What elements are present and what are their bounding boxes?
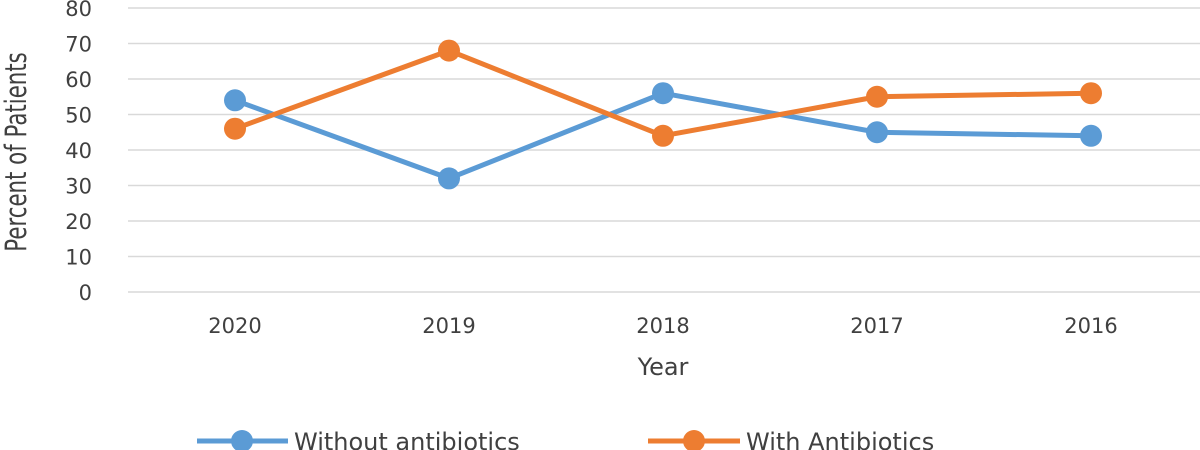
data-point <box>224 117 246 140</box>
y-tick-label: 0 <box>79 281 92 305</box>
legend-item: With Antibiotics <box>648 428 934 450</box>
legend-label: With Antibiotics <box>746 428 934 450</box>
y-tick-label: 60 <box>65 68 92 92</box>
legend-marker <box>231 430 253 450</box>
x-tick-label: 2020 <box>208 314 261 338</box>
x-tick-labels: 2020 2019 2018 2017 2016 <box>208 314 1117 338</box>
data-point <box>652 82 674 105</box>
data-point <box>224 89 246 112</box>
y-axis-title: Percent of Patients <box>0 52 34 252</box>
y-tick-label: 50 <box>65 104 92 128</box>
data-point <box>1080 124 1102 147</box>
y-tick-label: 30 <box>65 175 92 199</box>
y-tick-label: 20 <box>65 210 92 234</box>
x-tick-label: 2016 <box>1064 314 1117 338</box>
y-tick-label: 70 <box>65 33 92 57</box>
legend-marker <box>683 430 705 450</box>
data-point <box>866 85 888 108</box>
gridlines <box>128 7 1200 293</box>
legend-label: Without antibiotics <box>294 428 520 450</box>
series-points <box>224 39 1102 190</box>
y-tick-label: 40 <box>65 139 92 163</box>
y-tick-label: 80 <box>65 0 92 21</box>
data-point <box>652 124 674 147</box>
data-point <box>438 167 460 190</box>
x-tick-label: 2019 <box>422 314 475 338</box>
legend-item: Without antibiotics <box>197 428 520 450</box>
x-axis-title: Year <box>637 353 689 381</box>
x-tick-label: 2017 <box>850 314 903 338</box>
y-tick-labels: 0 10 20 30 40 50 60 70 80 <box>65 0 92 305</box>
data-point <box>1080 82 1102 105</box>
legend: Without antibiotics With Antibiotics <box>197 428 934 450</box>
x-tick-label: 2018 <box>636 314 689 338</box>
data-point <box>866 121 888 144</box>
y-tick-label: 10 <box>65 246 92 270</box>
data-point <box>438 39 460 62</box>
